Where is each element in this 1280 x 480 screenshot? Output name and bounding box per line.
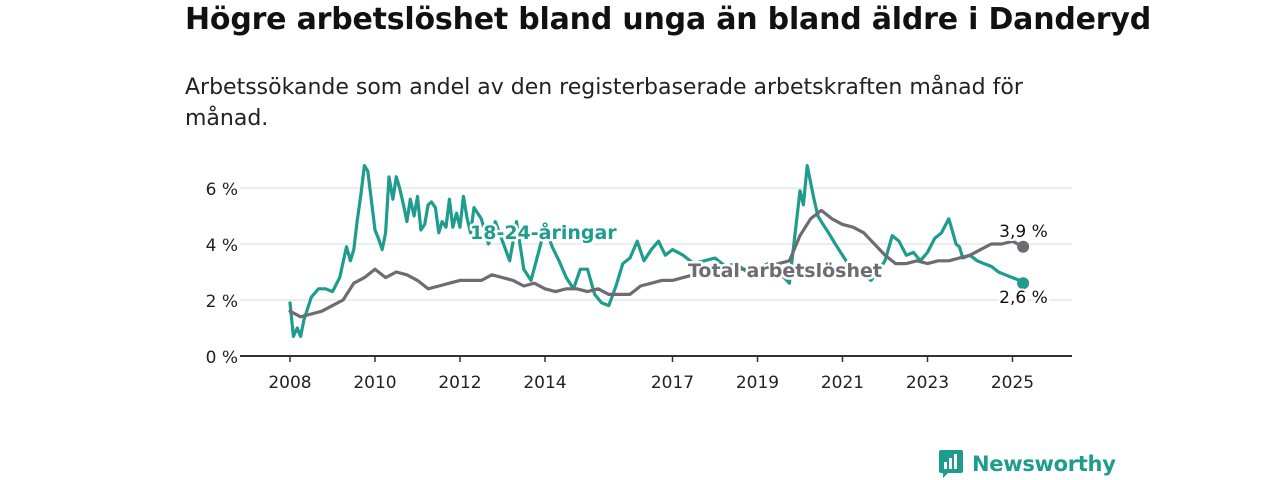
x-tick-label: 2012 — [438, 373, 481, 393]
series-label-youth: 18-24-åringar — [470, 220, 617, 244]
y-tick-label: 6 % — [206, 180, 238, 200]
series-labels: 3,9 % 2,6 % 18-24-åringar Total arbetslöshe… — [468, 218, 1050, 311]
series-line-youth — [288, 164, 1025, 338]
y-tick-label: 2 % — [206, 292, 238, 312]
newsworthy-logo-icon — [939, 450, 963, 478]
x-tick-label: 2025 — [991, 373, 1034, 393]
series-line-total — [288, 208, 1025, 319]
x-tick-label: 2023 — [906, 373, 949, 393]
y-tick-label: 4 % — [206, 236, 238, 256]
end-value-youth: 2,6 % — [999, 288, 1048, 308]
x-tick-label: 2010 — [353, 373, 396, 393]
series-lines — [288, 164, 1030, 338]
x-tick-label: 2014 — [523, 373, 566, 393]
series-endpoint-total — [1017, 240, 1030, 253]
x-tick-label: 2017 — [651, 373, 694, 393]
series-label-total: Total arbetslöshet — [688, 260, 882, 282]
x-tick-label: 2019 — [736, 373, 779, 393]
end-value-total: 3,9 % — [999, 222, 1048, 242]
y-tick-label: 0 % — [206, 348, 238, 368]
newsworthy-logo-text: Newsworthy — [972, 452, 1116, 476]
x-tick-label: 2021 — [821, 373, 864, 393]
x-axis: 2008 2010 2012 2014 2017 2019 2021 2023 2025 — [240, 355, 1072, 393]
series-endpoint-youth — [1017, 277, 1030, 290]
chart-title: Högre arbetslöshet bland unga än bland ä… — [185, 2, 1152, 37]
y-axis: 0 % 2 % 4 % 6 % — [206, 180, 238, 368]
x-tick-label: 2008 — [268, 373, 311, 393]
newsworthy-logo: Newsworthy — [938, 449, 1116, 479]
chart-subtitle: Arbetssökande som andel av den registerb… — [185, 75, 1023, 131]
